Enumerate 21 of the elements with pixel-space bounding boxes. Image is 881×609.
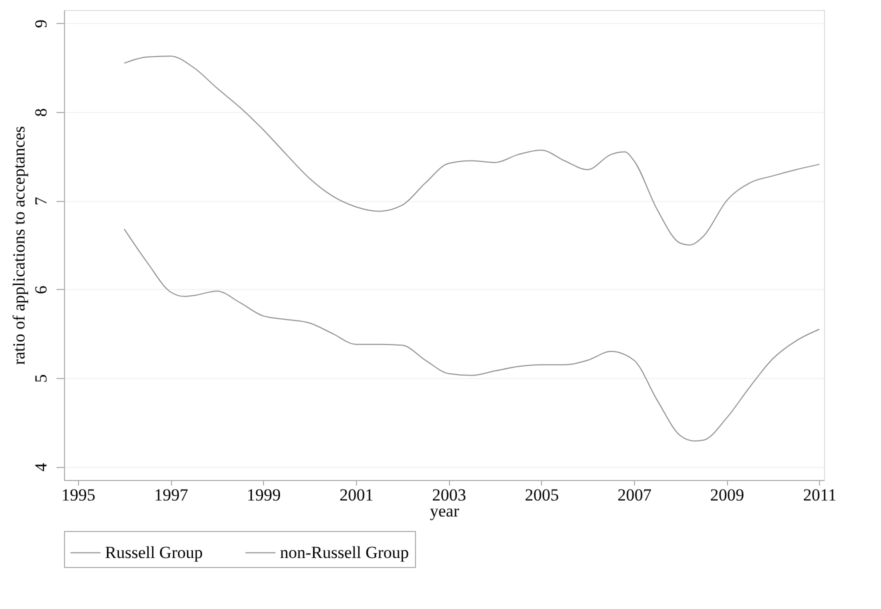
y-tick-label: 7 — [32, 196, 50, 206]
line-series — [124, 228, 820, 442]
x-tick-label: 2003 — [432, 486, 466, 504]
x-tick-label: 1995 — [61, 486, 96, 504]
x-tick-label: 2005 — [524, 486, 559, 504]
line-series — [124, 56, 820, 246]
x-tick-label: 2011 — [803, 486, 837, 504]
y-tick-label: 4 — [32, 462, 50, 472]
x-tick-label: 2007 — [618, 486, 652, 504]
y-tick-label: 5 — [32, 374, 50, 383]
x-tick-label: 2001 — [339, 486, 374, 504]
y-tick-label: 9 — [32, 20, 50, 28]
x-tick-label: 1999 — [246, 486, 281, 504]
x-tick-label: 1997 — [154, 486, 189, 504]
x-tick-label: 2009 — [710, 486, 744, 504]
legend-label: non-Russell Group — [280, 542, 409, 562]
legend-label: Russell Group — [105, 542, 203, 562]
y-tick-label: 8 — [32, 108, 50, 117]
y-tick-label: 6 — [32, 286, 50, 294]
y-axis-title: ratio of applications to acceptances — [10, 126, 28, 365]
x-axis-title: year — [430, 502, 460, 520]
